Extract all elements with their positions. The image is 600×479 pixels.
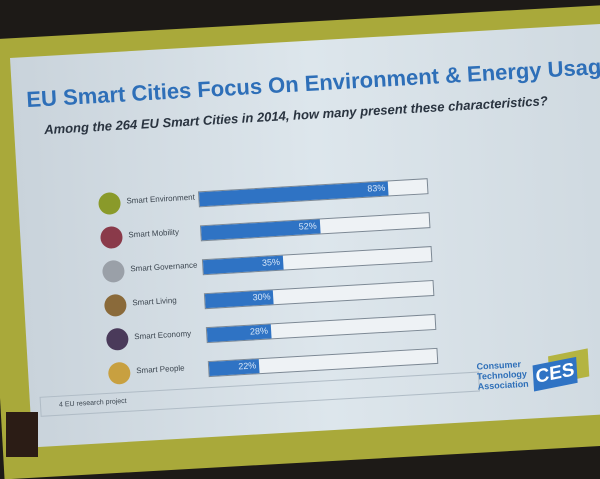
foreground-post [6,412,38,457]
bar-track: 28% [205,313,437,344]
data-label: 35% [261,256,281,268]
cta-logo-text: Consumer Technology Association [476,359,529,392]
bar: 83% [199,181,389,207]
bar-track: 35% [201,246,433,276]
bar: 35% [202,255,284,275]
bar: 22% [208,359,260,377]
economy-icon [105,327,129,351]
ces-logo: CES [532,356,578,392]
category-label: Smart Environment [126,192,196,206]
living-icon [103,293,128,317]
data-label: 28% [249,325,269,337]
bar: 28% [206,324,272,343]
mobility-icon [99,225,124,250]
bar-track: 83% [197,178,429,208]
data-label: 83% [367,182,386,194]
governance-icon [101,259,126,284]
category-label: Smart People [135,363,185,376]
data-label: 52% [298,220,317,232]
bar-track: 30% [203,279,435,310]
category-label: Smart Living [132,295,177,308]
bar: 30% [204,290,275,309]
category-label: Smart Economy [133,329,192,342]
category-label: Smart Mobility [128,227,180,240]
bar: 52% [201,219,321,241]
data-label: 30% [252,291,271,303]
bar-track: 22% [207,347,439,378]
logo-line: Association [477,378,529,392]
footer-source: 4 EU research project [39,371,480,417]
bar-track: 52% [199,212,431,242]
category-label: Smart Governance [130,260,198,274]
data-label: 22% [237,360,257,372]
recycle-icon [97,191,122,216]
presentation-slide: EU Smart Cities Focus On Environment & E… [10,23,600,448]
people-icon [107,361,131,385]
